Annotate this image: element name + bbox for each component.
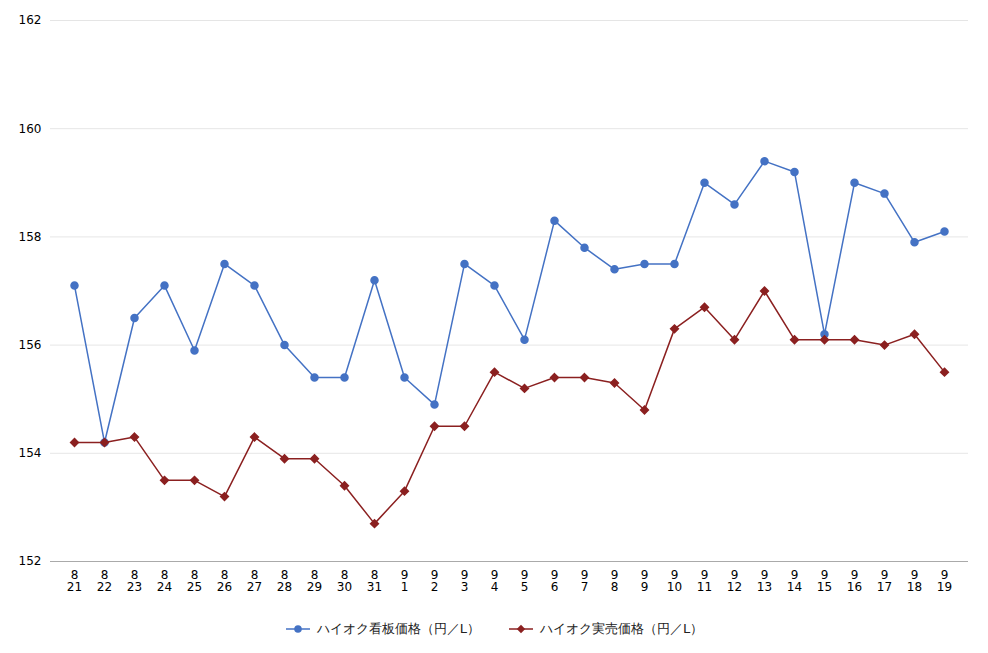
svg-text:92: 92 bbox=[431, 568, 439, 594]
svg-text:160: 160 bbox=[19, 122, 42, 136]
svg-text:914: 914 bbox=[787, 568, 802, 594]
html-text:ハイオク実売価格（円／L）: ハイオク実売価格（円／L） bbox=[540, 621, 704, 636]
svg-text:912: 912 bbox=[727, 568, 742, 594]
html-text:ハイオク看板価格（円／L）: ハイオク看板価格（円／L） bbox=[316, 621, 480, 636]
svg-text:913: 913 bbox=[757, 568, 772, 594]
svg-text:830: 830 bbox=[337, 568, 352, 594]
svg-text:156: 156 bbox=[19, 338, 42, 352]
svg-text:828: 828 bbox=[277, 568, 292, 594]
svg-text:158: 158 bbox=[19, 230, 42, 244]
svg-text:917: 917 bbox=[877, 568, 892, 594]
svg-text:96: 96 bbox=[551, 568, 559, 594]
svg-text:919: 919 bbox=[937, 568, 952, 594]
svg-text:826: 826 bbox=[217, 568, 232, 594]
svg-text:823: 823 bbox=[127, 568, 142, 594]
svg-text:911: 911 bbox=[697, 568, 712, 594]
svg-text:91: 91 bbox=[401, 568, 409, 594]
svg-text:162: 162 bbox=[19, 13, 42, 27]
svg-text:99: 99 bbox=[641, 568, 649, 594]
svg-text:918: 918 bbox=[907, 568, 922, 594]
svg-text:827: 827 bbox=[247, 568, 262, 594]
svg-text:822: 822 bbox=[97, 568, 112, 594]
svg-text:829: 829 bbox=[307, 568, 322, 594]
svg-text:152: 152 bbox=[19, 554, 42, 568]
svg-text:94: 94 bbox=[491, 568, 499, 594]
svg-text:154: 154 bbox=[19, 446, 42, 460]
svg-text:97: 97 bbox=[581, 568, 589, 594]
svg-text:824: 824 bbox=[157, 568, 172, 594]
svg-text:915: 915 bbox=[817, 568, 832, 594]
svg-text:916: 916 bbox=[847, 568, 862, 594]
svg-text:95: 95 bbox=[521, 568, 529, 594]
svg-text:910: 910 bbox=[667, 568, 682, 594]
svg-text:825: 825 bbox=[187, 568, 202, 594]
svg-text:821: 821 bbox=[67, 568, 82, 594]
svg-text:93: 93 bbox=[461, 568, 469, 594]
svg-text:98: 98 bbox=[611, 568, 619, 594]
svg-text:831: 831 bbox=[367, 568, 382, 594]
